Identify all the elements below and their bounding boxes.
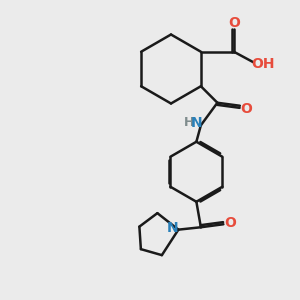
Text: H: H — [184, 116, 195, 129]
Text: O: O — [224, 216, 236, 230]
Text: O: O — [228, 16, 240, 30]
Text: O: O — [241, 102, 252, 116]
Text: OH: OH — [251, 57, 275, 71]
Text: N: N — [191, 116, 203, 130]
Text: N: N — [167, 221, 179, 235]
